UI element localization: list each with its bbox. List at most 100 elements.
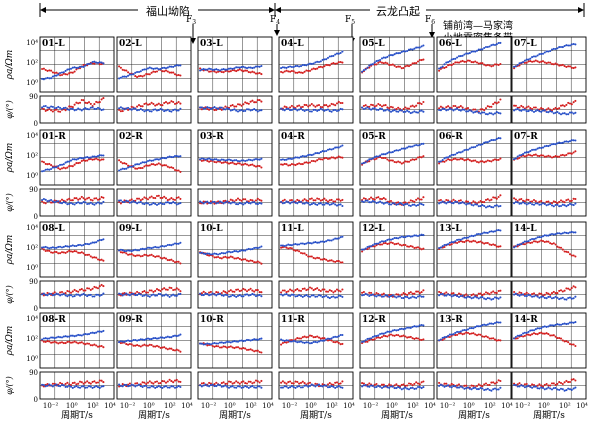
- site-04-l-phi-xy-pt-19: [314, 105, 317, 108]
- site-07-l-phi-xy-pt-30: [567, 101, 570, 104]
- site-14-l-phi-yx-pt-13: [536, 295, 539, 298]
- site-13-l-phi-xy-pt-4: [445, 291, 448, 294]
- site-13-r-phi-yx-pt-24: [481, 387, 484, 390]
- site-14-r-rho-yx-pt-9: [529, 329, 532, 332]
- site-14-r-rho-xy-pt-14: [538, 332, 541, 335]
- site-02-r-rho-yx-pt-23: [159, 157, 162, 160]
- site-06-l-rho-yx-pt-29: [490, 44, 493, 47]
- site-04-l-rho-xy-pt-2: [283, 70, 286, 73]
- site-13-l-phi-yx-pt-27: [486, 297, 489, 300]
- site-11-l-phi-xy-pt-26: [326, 290, 330, 293]
- site-03-r-rho-xy-pt-26: [245, 163, 249, 166]
- site-11-r-phi-xy-pt-32: [337, 382, 340, 385]
- site-11-r-rho-yx-pt-20: [316, 341, 319, 344]
- site-01-l-phi-xy-pt-9: [57, 110, 60, 113]
- site-10-l-phi-yx-pt-9: [215, 294, 218, 297]
- site-01-l-rho-yx-pt-21: [78, 65, 82, 68]
- site-04-l-phi-yx-pt-6: [290, 108, 293, 112]
- site-01-r-rho-yx-pt-12: [62, 163, 65, 166]
- site-02-l-phi-xy-pt-24: [161, 104, 164, 107]
- site-01-l-rho-xy-pt-8: [55, 71, 58, 74]
- site-09-r-phi-yx-pt-32: [175, 386, 178, 389]
- site-04-l-phi-xy-pt-15: [307, 105, 310, 108]
- site-12-r-rho-xy-pt-9: [377, 336, 380, 339]
- site-13-r-rho-yx-pt-8: [452, 333, 455, 336]
- site-03-r-phi-xy-pt-29: [251, 199, 254, 202]
- site-08-r-rho-xy-pt-26: [87, 342, 91, 345]
- site-09-r-rho-yx-pt-32: [175, 335, 178, 338]
- site-02-r-phi-xy-pt-32: [175, 196, 178, 199]
- site-05-r-phi-xy-pt-30: [415, 198, 418, 201]
- site-08-r-rho-yx-pt-23: [82, 333, 85, 336]
- site-05-r-phi-xy-pt-28: [411, 199, 414, 203]
- site-11-r-phi-xy-pt-34: [341, 380, 344, 383]
- site-02-r-phi-yx-pt-26: [164, 201, 168, 204]
- site-01-l-phi-yx-pt-14: [66, 108, 69, 111]
- site-11-l-rho-xy-pt-29: [332, 260, 335, 263]
- site-02-l-phi-yx-pt-14: [143, 110, 146, 113]
- site-09-r-phi-yx-pt-11: [137, 383, 141, 386]
- site-06-l-phi-yx-pt-16: [466, 110, 470, 113]
- site-13-l-phi-yx-pt-12: [459, 294, 462, 298]
- site-10-r-phi-yx-pt-1: [200, 385, 203, 388]
- site-14-l-phi-xy-pt-23: [554, 292, 557, 295]
- site-12-r-phi-yx-pt-30: [415, 387, 418, 390]
- site-13-r-phi-xy-pt-11: [457, 383, 461, 386]
- site-14-l-rho-xy-pt-29: [565, 250, 568, 253]
- site-04-r-rho-xy-pt-22: [319, 158, 322, 161]
- site-12-l-phi-yx-pt-5: [370, 294, 373, 297]
- site-14-l-rho-yx-pt-17: [543, 234, 546, 237]
- site-12-r-phi-xy-pt-1: [362, 382, 365, 385]
- site-08-r-phi-yx-pt-14: [66, 385, 69, 388]
- site-02-r-phi-yx-pt-12: [139, 200, 142, 204]
- site-08-r-phi-yx-pt-4: [48, 383, 51, 386]
- site-01-l-rho-xy-pt-16: [69, 71, 73, 74]
- site-04-r-phi-yx-pt-27: [328, 203, 331, 206]
- site-01-r-rho-xy-pt-33: [100, 158, 103, 161]
- site-09-r-rho-xy-pt-18: [150, 343, 153, 347]
- site-02-l-phi-xy-pt-2: [121, 110, 124, 113]
- site-06-l-phi-xy: [438, 98, 502, 113]
- site-02-l-rho-yx-pt-13: [141, 68, 144, 71]
- site-12-l-rho-xy-pt-7: [373, 245, 376, 248]
- site-14-l-phi-xy-pt-34: [574, 286, 577, 289]
- site-01-l-rho-yx-pt-22: [80, 65, 83, 68]
- site-01-r-phi-xy-pt-2: [44, 202, 47, 205]
- site-13-l-rho-xy-pt-19: [472, 239, 475, 242]
- site-02-r-rho-xy-pt-5: [127, 164, 130, 167]
- site-11-l-phi-yx-pt-19: [314, 295, 317, 298]
- site-12-l-rho-yx-pt-29: [413, 234, 416, 237]
- site-12-r-rho-xy-pt-33: [420, 338, 423, 342]
- site-06-l-rho-xy-pt-19: [472, 61, 475, 64]
- site-13-r-phi-yx-pt-19: [472, 387, 475, 390]
- site-12-l-rho-xy-pt-30: [415, 246, 418, 249]
- site-06-r-phi-yx-pt-28: [488, 205, 491, 208]
- site-12-r-phi-xy-pt-27: [409, 382, 412, 385]
- site-08-l-phi-yx-pt-27: [89, 293, 92, 296]
- site-01-l-phi-yx-pt-6: [51, 105, 54, 108]
- site-11-r-rho-xy-pt-9: [296, 337, 299, 340]
- site-03-r-rho-xy-pt-16: [227, 162, 231, 165]
- site-11-l-rho-yx-pt-22: [319, 240, 322, 243]
- site-13-l-phi-yx-pt-7: [450, 295, 453, 298]
- site-08-l-phi-xy-pt-10: [59, 291, 62, 294]
- site-05-r-phi-yx-pt-24: [404, 203, 407, 206]
- site-01-l-phi-yx-pt-11: [60, 107, 64, 111]
- site-03-r-rho-yx-pt-32: [256, 158, 259, 161]
- site-10-r-rho-xy-pt-19: [233, 347, 236, 350]
- site-05-l-phi-xy-pt-25: [406, 107, 409, 110]
- site-05-r-phi-yx-pt-10: [379, 200, 382, 203]
- site-09-l-rho-yx-pt-4: [125, 249, 128, 253]
- site-08-r-rho-xy-pt-18: [73, 340, 76, 343]
- site-14-r-rho-xy-pt-6: [523, 334, 526, 337]
- site-08-r-phi-xy-pt-22: [80, 381, 83, 384]
- site-03-l-rho-xy-pt-29: [251, 70, 254, 73]
- site-13-l-phi-xy-pt-19: [472, 293, 475, 296]
- phi-axis-label-row2: φ/(°): [5, 285, 14, 304]
- site-07-l-phi-xy-pt-27: [561, 104, 564, 107]
- site-07-l-phi-xy-pt-4: [520, 104, 523, 107]
- site-06-r-phi-yx-pt-19: [472, 204, 475, 207]
- site-11-r-phi-xy-pt-11: [299, 381, 303, 384]
- site-04-l-phi-yx-pt-30: [334, 108, 337, 112]
- x-tick-col0-0: 10⁻²: [43, 402, 59, 410]
